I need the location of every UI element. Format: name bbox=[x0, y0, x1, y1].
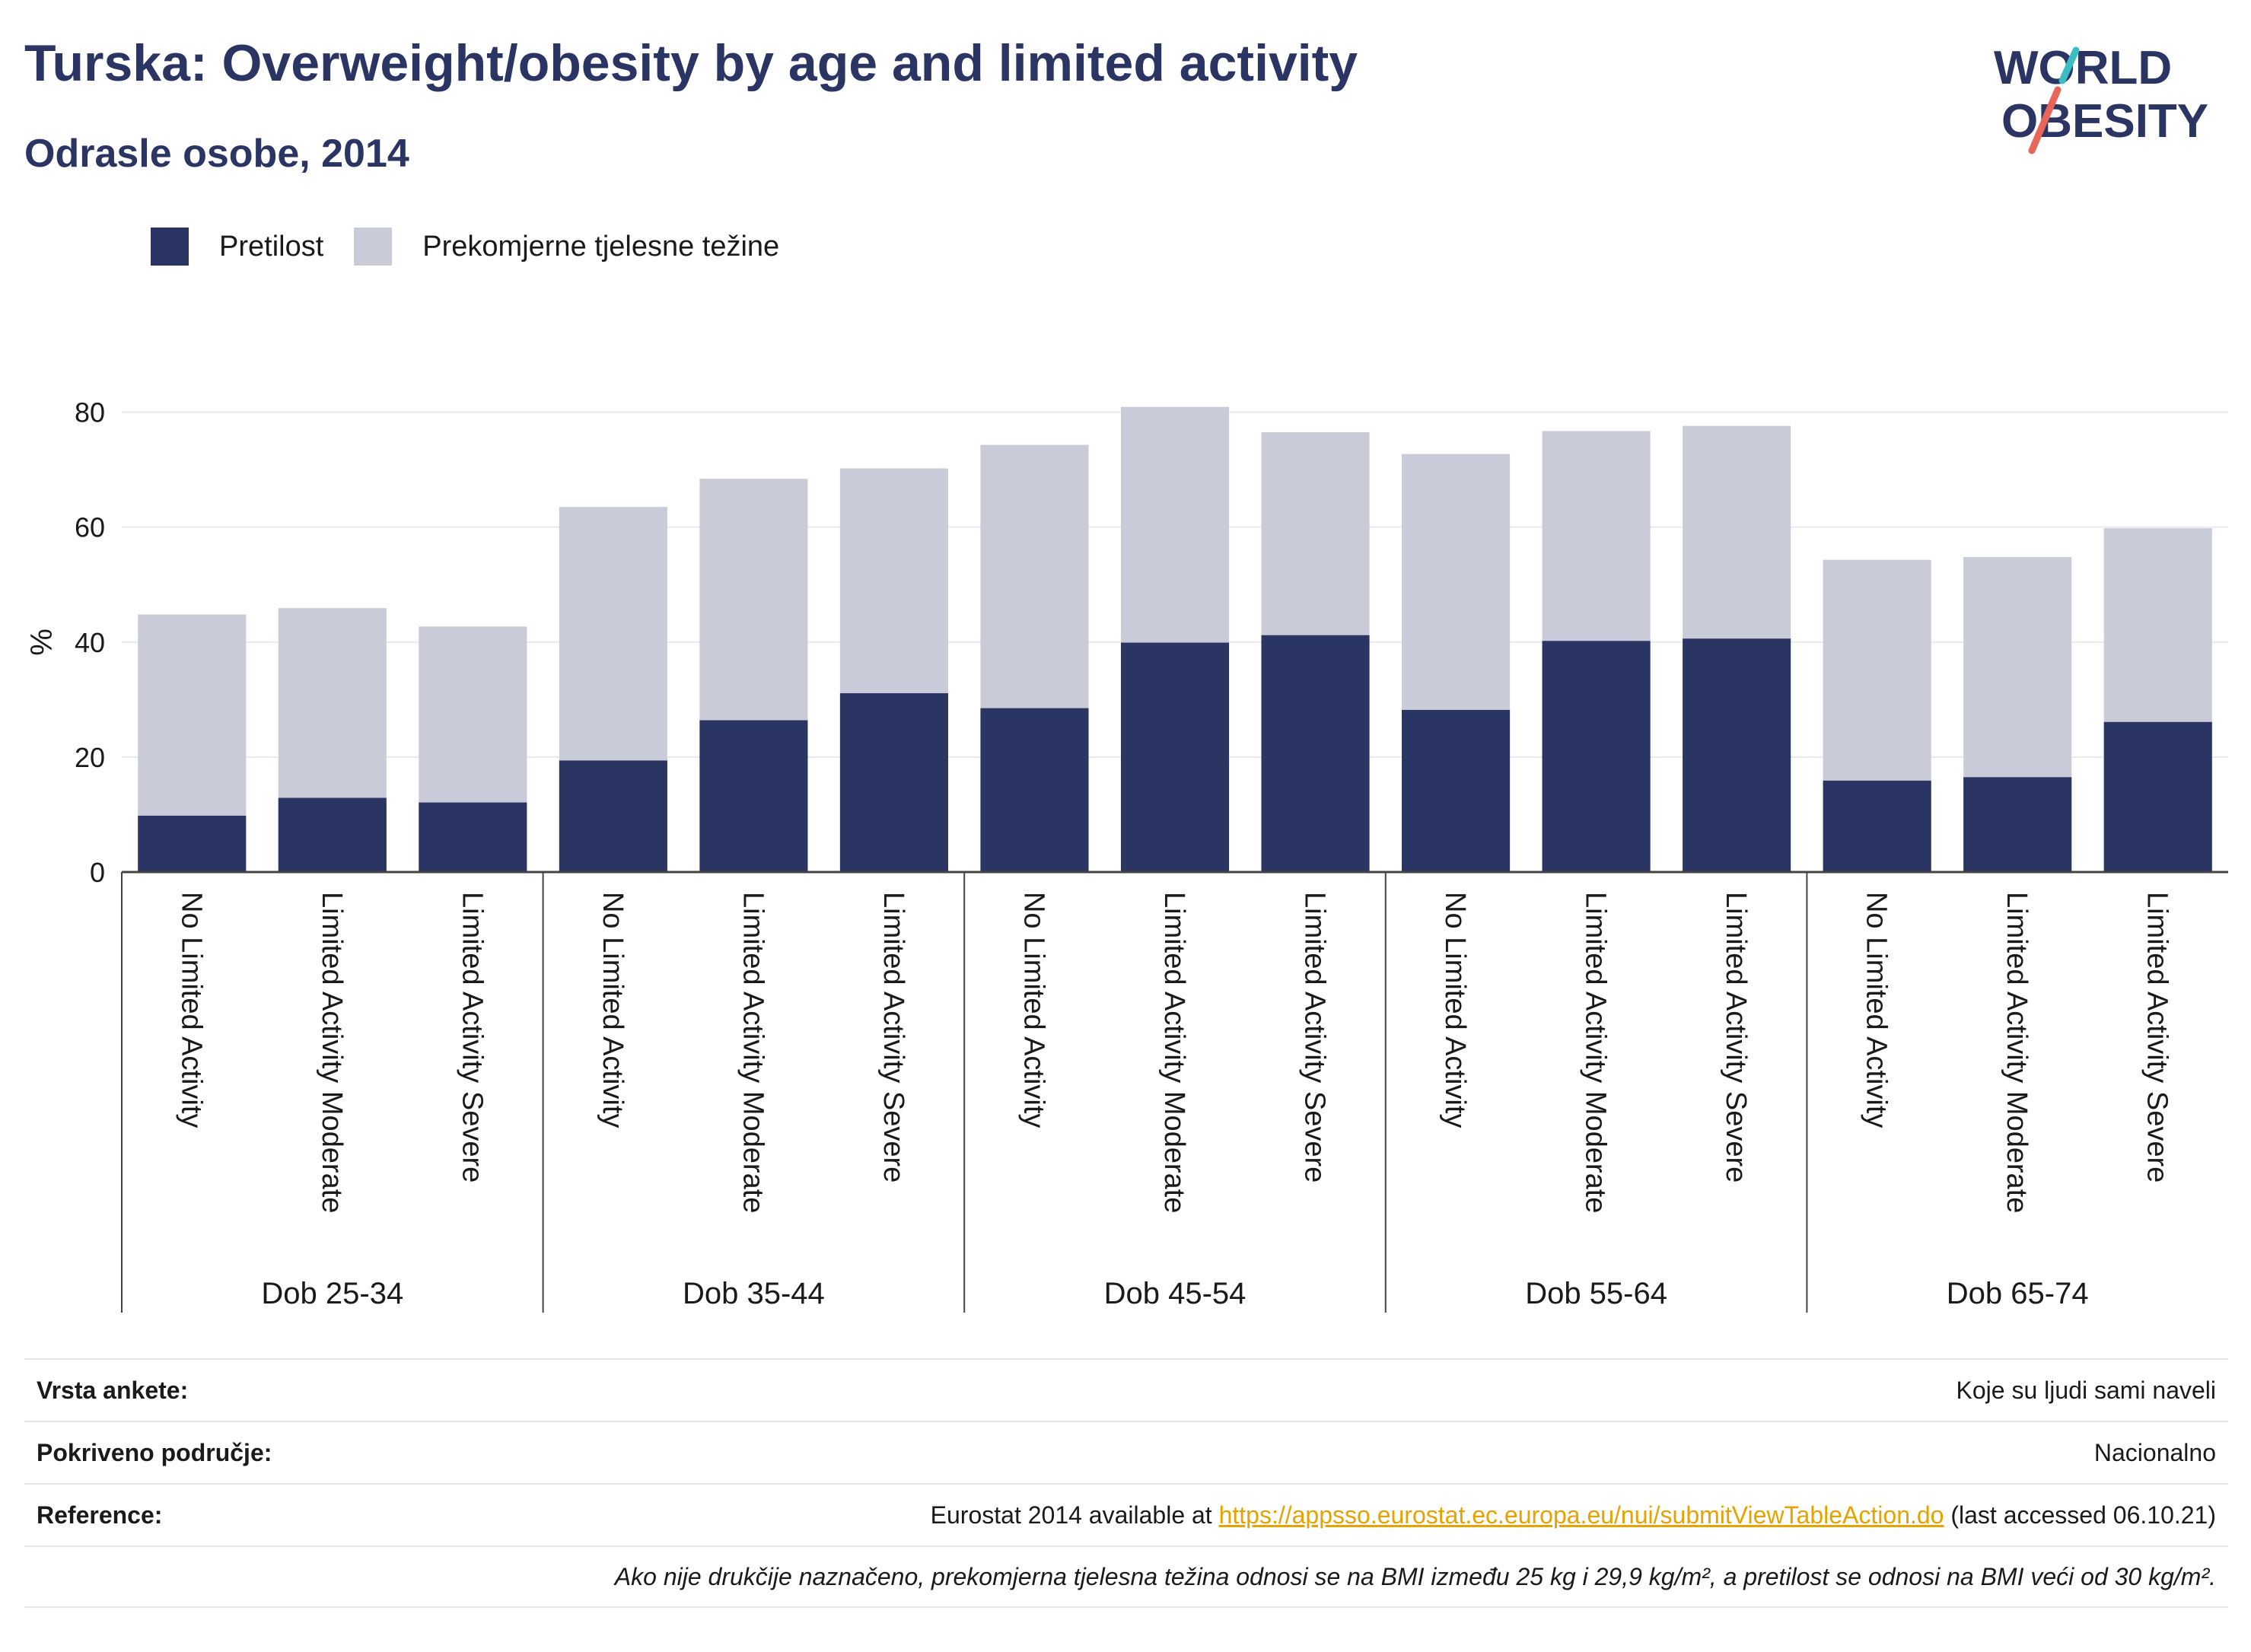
category-label: No Limited Activity bbox=[175, 892, 207, 1128]
world-obesity-logo: WORLD OBESITY bbox=[1994, 42, 2208, 154]
logo-line-2: OBESITY bbox=[2001, 95, 2208, 148]
bar-obesity bbox=[559, 760, 667, 872]
group-label: Dob 25-34 bbox=[261, 1277, 403, 1310]
category-label: No Limited Activity bbox=[1017, 892, 1049, 1128]
category-label: Limited Activity Severe bbox=[1720, 892, 1752, 1183]
info-row-reference: Reference: Eurostat 2014 available at ht… bbox=[24, 1483, 2228, 1545]
logo-slash-coral bbox=[2028, 86, 2062, 154]
group-label: Dob 55-64 bbox=[1525, 1277, 1667, 1310]
legend-label-overweight: Prekomjerne tjelesne težine bbox=[422, 230, 780, 263]
category-label: Limited Activity Severe bbox=[877, 892, 909, 1183]
coverage-value: Nacionalno bbox=[2093, 1438, 2216, 1466]
chart-title: Turska: Overweight/obesity by age and li… bbox=[24, 34, 1358, 92]
category-label: Limited Activity Moderate bbox=[316, 892, 348, 1213]
bar-obesity bbox=[1542, 641, 1651, 872]
survey-value: Koje su ljudi sami naveli bbox=[1956, 1376, 2217, 1404]
bar-obesity bbox=[699, 720, 808, 872]
category-label: Limited Activity Moderate bbox=[2001, 892, 2033, 1213]
bar-obesity bbox=[980, 708, 1089, 872]
bar-obesity bbox=[1402, 709, 1511, 872]
category-label: Limited Activity Severe bbox=[1299, 892, 1331, 1183]
legend-swatch-overweight bbox=[354, 228, 393, 266]
logo-line-1: WORLD bbox=[1994, 42, 2172, 94]
category-label: Limited Activity Moderate bbox=[1158, 892, 1190, 1213]
category-label: Limited Activity Severe bbox=[456, 892, 488, 1183]
legend-item-overweight[interactable]: Prekomjerne tjelesne težine bbox=[354, 228, 779, 266]
y-tick-label: 40 bbox=[75, 627, 105, 658]
bar-obesity bbox=[1963, 777, 2072, 872]
definition-note: Ako nije drukčije naznačeno, prekomjerna… bbox=[614, 1562, 2216, 1590]
group-label: Dob 35-44 bbox=[683, 1277, 825, 1310]
y-axis-label: % bbox=[25, 629, 59, 656]
bar-obesity bbox=[419, 802, 527, 872]
bar-obesity bbox=[2103, 721, 2212, 872]
bar-obesity bbox=[839, 693, 948, 872]
reference-suffix: (last accessed 06.10.21) bbox=[1944, 1501, 2216, 1529]
y-tick-label: 80 bbox=[75, 397, 105, 428]
y-tick-label: 60 bbox=[75, 512, 105, 543]
category-label: No Limited Activity bbox=[1439, 892, 1471, 1128]
info-table: Vrsta ankete: Koje su ljudi sami naveli … bbox=[24, 1358, 2228, 1608]
info-row-coverage: Pokriveno područje: Nacionalno bbox=[24, 1421, 2228, 1483]
legend-item-obesity[interactable]: Pretilost bbox=[151, 228, 323, 266]
y-tick-label: 20 bbox=[75, 742, 105, 773]
category-label: Limited Activity Moderate bbox=[1580, 892, 1612, 1213]
coverage-label: Pokriveno područje: bbox=[37, 1438, 272, 1466]
category-label: Limited Activity Moderate bbox=[737, 892, 769, 1213]
chart-subtitle: Odrasle osobe, 2014 bbox=[24, 132, 409, 176]
bar-obesity bbox=[138, 815, 247, 872]
group-label: Dob 65-74 bbox=[1947, 1277, 2089, 1310]
group-label: Dob 45-54 bbox=[1104, 1277, 1246, 1310]
bar-chart: 0 20 40 60 80% No Limited Activity Limited Act… bbox=[25, 397, 2228, 1313]
bar-obesity bbox=[278, 797, 387, 872]
chart-legend: Pretilost Prekomjerne tjelesne težine bbox=[151, 225, 810, 268]
legend-swatch-obesity bbox=[151, 228, 189, 266]
bar-obesity bbox=[1120, 642, 1230, 872]
category-label: No Limited Activity bbox=[597, 892, 629, 1128]
bar-obesity bbox=[1683, 638, 1791, 872]
legend-label-obesity: Pretilost bbox=[219, 230, 324, 263]
survey-label: Vrsta ankete: bbox=[37, 1376, 189, 1404]
bar-obesity bbox=[1261, 635, 1370, 872]
logo-slash-teal bbox=[2058, 46, 2080, 84]
category-label: No Limited Activity bbox=[1861, 892, 1893, 1128]
reference-prefix: Eurostat 2014 available at bbox=[930, 1501, 1219, 1529]
info-row-note: Ako nije drukčije naznačeno, prekomjerna… bbox=[24, 1545, 2228, 1608]
reference-link[interactable]: https://appsso.eurostat.ec.europa.eu/nui… bbox=[1218, 1501, 1944, 1529]
info-row-survey: Vrsta ankete: Koje su ljudi sami naveli bbox=[24, 1358, 2228, 1421]
category-label: Limited Activity Severe bbox=[2141, 892, 2173, 1183]
y-tick-label: 0 bbox=[90, 857, 105, 888]
reference-label: Reference: bbox=[37, 1501, 163, 1529]
reference-value: Eurostat 2014 available at https://appss… bbox=[931, 1501, 2216, 1529]
bar-obesity bbox=[1823, 780, 1931, 872]
